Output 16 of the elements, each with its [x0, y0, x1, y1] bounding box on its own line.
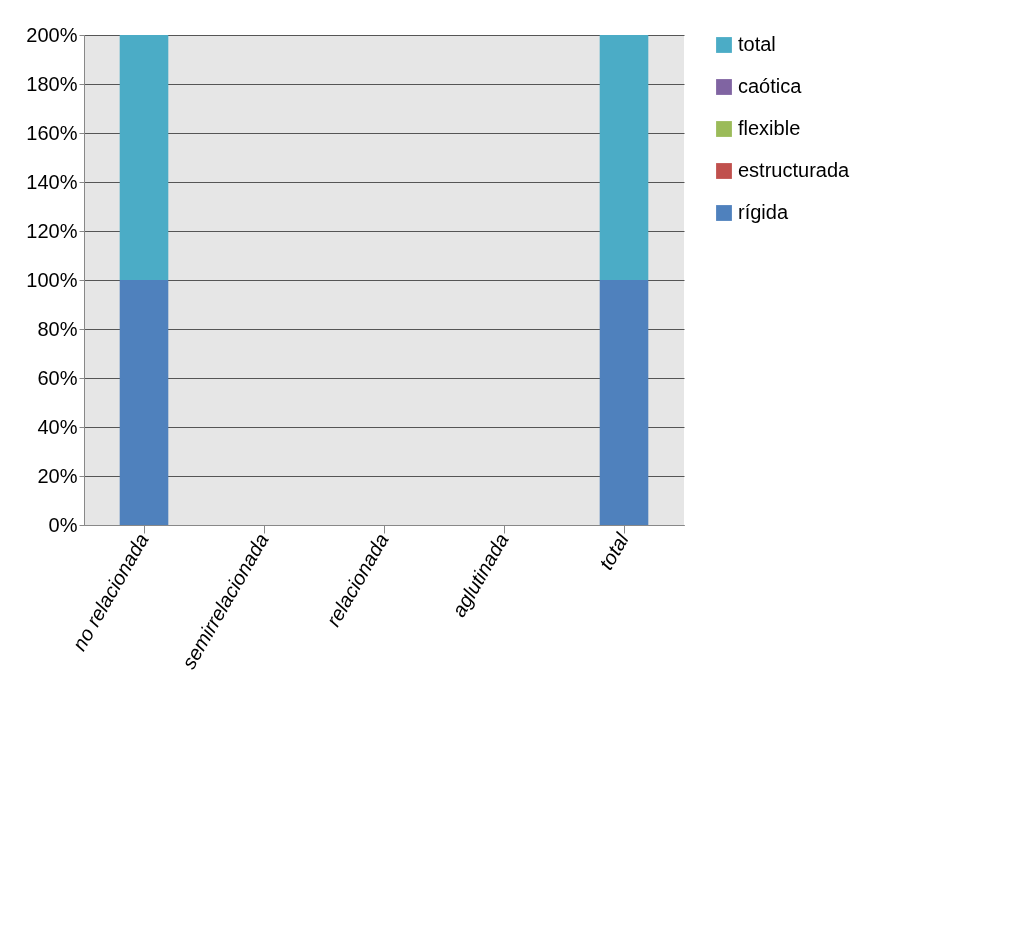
- y-tick-label: 80%: [37, 317, 78, 340]
- y-tick-label: 20%: [37, 464, 78, 487]
- y-tick-label: 120%: [26, 219, 78, 242]
- y-tick-label: 180%: [26, 72, 78, 95]
- legend-label: flexible: [738, 117, 801, 139]
- legend-label: estructurada: [738, 159, 851, 181]
- y-tick-label: 40%: [37, 415, 78, 438]
- y-tick-label: 60%: [37, 366, 78, 389]
- legend-label: rígida: [738, 201, 789, 223]
- legend-label: caótica: [738, 75, 803, 97]
- legend-label: total: [738, 33, 776, 55]
- y-tick-label: 200%: [26, 23, 78, 46]
- y-tick-label: 140%: [26, 170, 78, 193]
- y-tick-label: 160%: [26, 121, 78, 144]
- y-tick-label: 100%: [26, 268, 78, 291]
- y-tick-label: 0%: [48, 513, 78, 536]
